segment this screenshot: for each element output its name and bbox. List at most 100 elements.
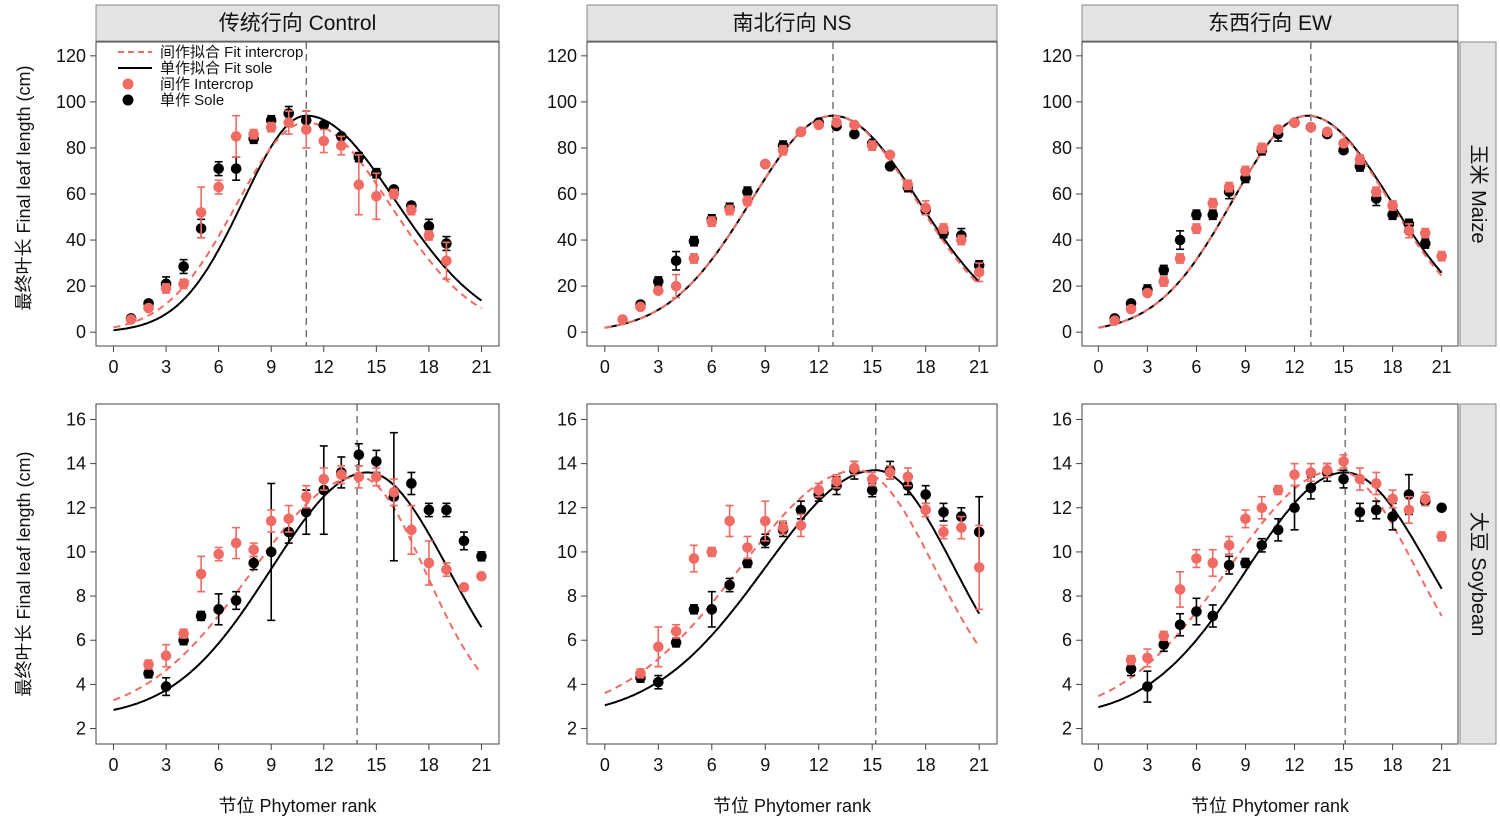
intercrop-point xyxy=(388,188,400,200)
intercrop-point xyxy=(831,475,842,487)
fit-intercrop-curve xyxy=(1097,469,1443,698)
row-strip-maize: 玉米 Maize xyxy=(1459,41,1497,347)
intercrop-point xyxy=(160,283,172,294)
sole-point xyxy=(866,484,878,496)
y-tick-label: 6 xyxy=(1062,630,1072,650)
column-title-ew: 东西行向 EW xyxy=(1208,12,1332,35)
intercrop-point xyxy=(866,140,878,151)
intercrop-point xyxy=(1207,197,1219,209)
x-axis-title-ns: 节位 Phytomer rank xyxy=(713,796,872,816)
legend-item-intercrop: 间作 Intercrop xyxy=(122,76,253,93)
sole-point xyxy=(742,557,753,569)
intercrop-point xyxy=(1387,200,1398,211)
y-tick-label: 0 xyxy=(76,322,86,342)
intercrop-point xyxy=(653,641,664,653)
sole-point xyxy=(1256,539,1268,551)
intercrop-point xyxy=(423,230,435,241)
column-strip-ns: 南北行向 NS xyxy=(586,4,998,42)
y-tick-label: 120 xyxy=(1042,46,1072,66)
intercrop-point xyxy=(1125,303,1137,315)
x-tick-label: 15 xyxy=(862,357,882,377)
fit-sole-curve xyxy=(113,114,483,332)
sole-point xyxy=(178,261,189,272)
x-tick-label: 6 xyxy=(1191,357,1201,377)
y-tick-label: 16 xyxy=(66,409,86,429)
sole-point xyxy=(1387,209,1398,221)
intercrop-point xyxy=(759,515,771,527)
sole-point xyxy=(265,546,277,558)
sole-point xyxy=(371,456,382,467)
sole-point xyxy=(300,506,312,518)
intercrop-point xyxy=(831,117,842,128)
intercrop-point xyxy=(406,524,417,536)
intercrop-point xyxy=(1174,253,1186,264)
intercrop-point xyxy=(1223,181,1235,193)
intercrop-point xyxy=(1354,154,1366,165)
intercrop-point xyxy=(1158,276,1170,287)
sole-point xyxy=(1191,606,1202,617)
intercrop-point xyxy=(1289,117,1300,128)
column-title-control: 传统行向 Control xyxy=(219,12,377,35)
legend-item-fit-sole: 单作拟合 Fit sole xyxy=(118,60,273,77)
intercrop-point xyxy=(1321,464,1333,476)
y-tick-label: 4 xyxy=(567,674,577,694)
intercrop-point xyxy=(441,255,452,267)
y-tick-label: 14 xyxy=(66,454,86,474)
y-tick-label: 100 xyxy=(547,92,577,112)
sole-point xyxy=(1207,209,1219,221)
y-tick-label: 2 xyxy=(1062,719,1072,739)
sole-point xyxy=(1370,504,1382,516)
intercrop-point xyxy=(230,131,242,142)
intercrop-point xyxy=(1207,557,1219,569)
x-tick-label: 12 xyxy=(314,755,334,775)
panel-frame xyxy=(586,403,998,745)
legend-item-sole: 单作 Sole xyxy=(122,92,224,109)
sole-point xyxy=(230,595,242,606)
intercrop-point xyxy=(1191,223,1202,234)
intercrop-point xyxy=(1403,504,1415,516)
intercrop-point xyxy=(795,126,807,138)
row-label-soybean: 大豆 Soybean xyxy=(1467,512,1490,637)
intercrop-point xyxy=(213,181,224,193)
x-tick-label: 15 xyxy=(366,357,386,377)
sole-point xyxy=(1289,502,1300,514)
intercrop-point xyxy=(160,650,172,661)
x-tick-label: 12 xyxy=(314,357,334,377)
fit-intercrop-curve xyxy=(604,469,981,695)
intercrop-point xyxy=(795,520,807,531)
sole-point xyxy=(1207,610,1219,622)
intercrop-point xyxy=(1289,469,1300,480)
x-tick-label: 18 xyxy=(419,755,439,775)
intercrop-point xyxy=(283,513,295,525)
intercrop-point xyxy=(1370,478,1382,489)
intercrop-point xyxy=(1256,142,1268,154)
x-tick-label: 0 xyxy=(600,755,610,775)
intercrop-point xyxy=(617,314,628,325)
y-tick-label: 10 xyxy=(1052,542,1072,562)
y-tick-label: 16 xyxy=(557,409,577,429)
intercrop-point xyxy=(1256,502,1268,514)
intercrop-point xyxy=(371,191,382,202)
intercrop-point xyxy=(353,471,365,483)
y-tick-label: 10 xyxy=(66,542,86,562)
sole-point xyxy=(1174,234,1186,246)
intercrop-point xyxy=(300,491,312,503)
y-tick-label: 2 xyxy=(76,719,86,739)
y-tick-label: 10 xyxy=(557,542,577,562)
intercrop-point xyxy=(742,195,753,207)
x-tick-label: 9 xyxy=(266,755,276,775)
sole-point xyxy=(688,604,700,615)
intercrop-point xyxy=(1223,539,1235,551)
y-tick-label: 8 xyxy=(1062,586,1072,606)
y-tick-label: 0 xyxy=(567,322,577,342)
sole-point xyxy=(724,579,735,591)
intercrop-point xyxy=(706,546,718,558)
intercrop-point xyxy=(1420,493,1431,505)
y-tick-label: 6 xyxy=(76,630,86,650)
y-tick-label: 2 xyxy=(567,719,577,739)
sole-point xyxy=(160,681,172,692)
intercrop-point xyxy=(476,570,487,582)
